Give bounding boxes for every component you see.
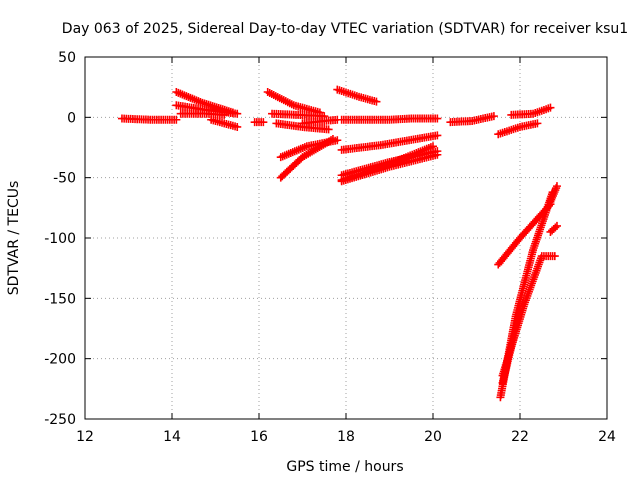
data-series [272, 119, 333, 134]
data-point [433, 114, 442, 123]
data-series [337, 150, 442, 186]
y-tick-label: -250 [44, 412, 76, 428]
data-series [337, 114, 442, 124]
data-series [117, 114, 181, 124]
x-tick-label: 12 [76, 429, 94, 445]
axis-ticks: 12 14 16 18 20 22 24 50 0 -50 -100 -150 -200 -250 [44, 50, 616, 445]
data-point [220, 110, 229, 119]
data-point [552, 182, 561, 191]
data-point [546, 103, 555, 112]
data-series [276, 136, 342, 162]
x-tick-label: 18 [337, 429, 355, 445]
data-point [233, 122, 242, 131]
y-axis-label: SDTVAR / TECUs [6, 181, 22, 296]
x-tick-label: 22 [511, 429, 529, 445]
data-series [494, 119, 542, 139]
data-series [546, 221, 561, 236]
data-point [172, 115, 181, 124]
data-series [333, 85, 381, 106]
data-series [207, 115, 242, 131]
data-point [433, 150, 442, 159]
y-tick-label: -150 [44, 291, 76, 307]
data-series [498, 306, 524, 387]
data-point [516, 306, 524, 315]
data-point [372, 97, 381, 106]
data-point [550, 252, 559, 261]
x-tick-label: 16 [250, 429, 268, 445]
data-point [259, 118, 268, 127]
data-point [552, 221, 561, 230]
data-point [333, 136, 342, 145]
data-series [250, 118, 268, 127]
data-series [446, 112, 498, 127]
x-tick-label: 24 [598, 429, 616, 445]
y-tick-label: 0 [67, 110, 76, 126]
data-points [117, 85, 561, 402]
data-series [176, 109, 229, 119]
y-tick-label: -200 [44, 352, 76, 368]
y-tick-label: -50 [53, 171, 76, 187]
data-point [551, 223, 560, 232]
data-point [429, 142, 437, 151]
chart-title: Day 063 of 2025, Sidereal Day-to-day VTE… [62, 21, 628, 37]
x-axis-label: GPS time / hours [286, 459, 403, 475]
y-tick-label: -100 [44, 231, 76, 247]
data-series [507, 103, 555, 119]
data-point [233, 109, 242, 118]
x-tick-label: 20 [424, 429, 442, 445]
data-series [337, 131, 442, 154]
data-point [489, 112, 498, 121]
y-tick-label: 50 [58, 50, 76, 66]
x-tick-label: 14 [163, 429, 181, 445]
data-series [337, 142, 437, 185]
data-point [433, 131, 442, 140]
data-series [546, 182, 561, 206]
data-point [324, 125, 333, 134]
data-series [298, 115, 342, 128]
data-point [533, 119, 542, 128]
